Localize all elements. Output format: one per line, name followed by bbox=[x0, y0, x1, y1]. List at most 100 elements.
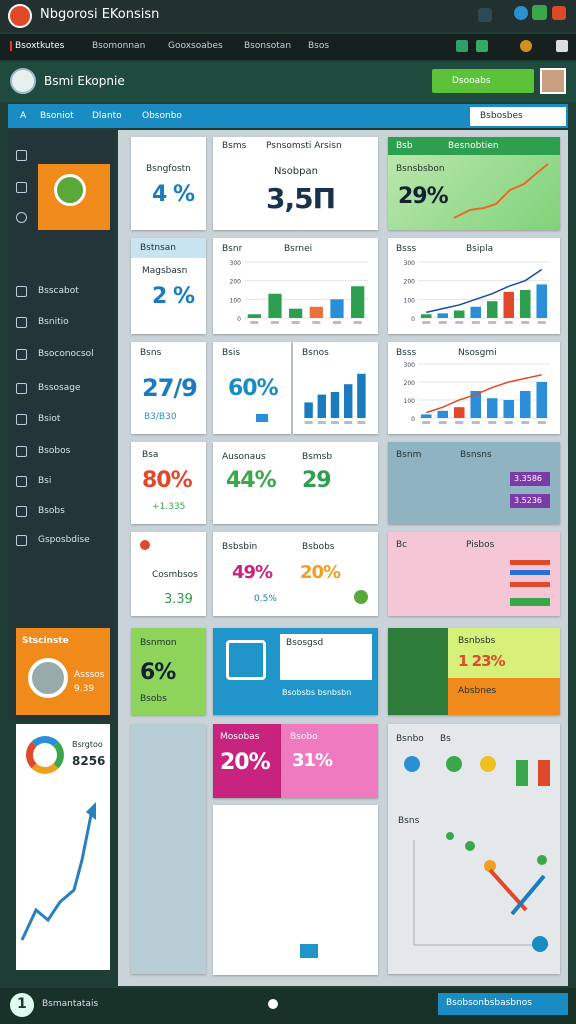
y-tick-label: 300 bbox=[404, 260, 416, 267]
x-tick bbox=[344, 421, 353, 424]
tile-label: B3/B30 bbox=[144, 412, 177, 422]
nav-item[interactable]: Bsomonnan bbox=[92, 41, 146, 51]
tile-title: Cosmbsos bbox=[152, 570, 198, 580]
promo-icon bbox=[28, 658, 68, 698]
search-box[interactable] bbox=[470, 107, 566, 126]
icon bbox=[538, 760, 550, 786]
x-tick bbox=[422, 321, 431, 324]
icon bbox=[16, 212, 27, 223]
bar bbox=[453, 310, 465, 318]
y-tick-label: 100 bbox=[404, 398, 416, 405]
tile-subtitle: Pisbos bbox=[466, 540, 495, 550]
bar-chart: 0 100 200 300 bbox=[404, 362, 550, 424]
icon bbox=[16, 286, 27, 297]
tab[interactable]: Bsoniot bbox=[40, 111, 74, 121]
tile bbox=[281, 724, 378, 798]
decoration bbox=[537, 855, 547, 865]
decoration bbox=[510, 874, 546, 916]
button-label[interactable]: Bsobsonbsbasbnos bbox=[446, 998, 532, 1008]
tile-value: 3.39 bbox=[164, 592, 193, 607]
x-tick bbox=[331, 421, 339, 424]
tile-subtitle: Bsbobs bbox=[302, 542, 335, 552]
tile-title: Mosobas bbox=[220, 732, 260, 742]
user-photo bbox=[540, 68, 566, 94]
tab[interactable]: Obsonbo bbox=[142, 111, 182, 121]
bar-chart bbox=[304, 373, 366, 424]
icon bbox=[16, 349, 27, 360]
nav-item[interactable]: Bsonsotan bbox=[244, 41, 292, 51]
x-tick bbox=[271, 321, 279, 324]
tile-band bbox=[448, 678, 560, 715]
search-placeholder[interactable]: Bsbosbes bbox=[480, 111, 523, 121]
menu-item[interactable]: Bsscabot bbox=[38, 286, 79, 296]
menu-item[interactable]: Bsoconocsol bbox=[38, 349, 94, 359]
footer-button[interactable] bbox=[438, 993, 568, 1015]
y-tick-label: 0 bbox=[237, 316, 241, 323]
tile-label: Nsobpan bbox=[274, 166, 318, 177]
bar bbox=[519, 391, 531, 418]
icon bbox=[404, 756, 420, 772]
box-icon bbox=[226, 640, 266, 680]
tile bbox=[131, 442, 206, 524]
bar bbox=[330, 299, 344, 318]
button-label[interactable]: Dsooabs bbox=[452, 76, 491, 86]
y-tick-label: 0 bbox=[411, 416, 415, 423]
x-tick bbox=[353, 321, 362, 324]
icon bbox=[552, 6, 566, 20]
bar bbox=[268, 293, 282, 318]
avatar bbox=[10, 68, 36, 94]
bar-chart: 0 100 200 300 bbox=[404, 260, 550, 324]
tile-title: Bsnr bbox=[222, 244, 243, 254]
tile-value: 60% bbox=[228, 376, 279, 401]
bar bbox=[519, 290, 531, 318]
y-tick-label: 0 bbox=[411, 316, 415, 323]
x-tick bbox=[250, 321, 259, 324]
icon bbox=[354, 590, 368, 604]
tile-header bbox=[388, 137, 560, 155]
nav-item[interactable]: Bsos bbox=[308, 41, 330, 51]
bar bbox=[309, 306, 323, 318]
menu-item[interactable]: Bsnitio bbox=[38, 317, 69, 327]
x-tick bbox=[471, 421, 480, 424]
badge bbox=[510, 494, 550, 508]
menu-item[interactable]: Bsobos bbox=[38, 446, 71, 456]
tab[interactable]: Dlanto bbox=[92, 111, 122, 121]
bar bbox=[437, 410, 449, 418]
tile-value: 29% bbox=[398, 184, 449, 209]
menu-item[interactable]: Bsiot bbox=[38, 414, 61, 424]
tile-title: Bsosgsd bbox=[286, 638, 324, 648]
menu-item[interactable]: Bssosage bbox=[38, 383, 81, 393]
tile-label: Bsobs bbox=[140, 694, 167, 704]
tile bbox=[213, 532, 378, 616]
tile-title: Bsnm bbox=[396, 450, 422, 460]
bar bbox=[470, 306, 482, 318]
bar bbox=[343, 384, 353, 418]
y-tick-label: 300 bbox=[230, 260, 242, 267]
tile-value: 27/9 bbox=[142, 374, 198, 402]
app-title: Nbgorosi EKonsisn bbox=[40, 7, 160, 22]
nav-item[interactable]: Bsoxtkutes bbox=[10, 41, 64, 51]
menu-item[interactable]: Bsi bbox=[38, 476, 52, 486]
bar bbox=[503, 400, 515, 418]
bar bbox=[247, 314, 261, 318]
tile bbox=[213, 137, 378, 230]
action-button[interactable] bbox=[432, 69, 534, 93]
x-tick bbox=[438, 421, 447, 424]
stripe bbox=[510, 560, 550, 565]
tile-value: 1 23% bbox=[458, 652, 506, 670]
x-tick bbox=[317, 421, 326, 424]
tile-label: Bsns bbox=[398, 816, 420, 826]
tile-value: 29 bbox=[302, 468, 332, 493]
menu-item[interactable]: Bsobs bbox=[38, 506, 65, 516]
icon bbox=[16, 506, 27, 517]
x-tick bbox=[471, 321, 480, 324]
tile-title: Bsbsbin bbox=[222, 542, 258, 552]
nav-item[interactable]: Gooxsoabes bbox=[168, 41, 223, 51]
tab[interactable]: A bbox=[20, 111, 27, 121]
tile-value: 80% bbox=[142, 468, 193, 493]
y-tick-label: 100 bbox=[404, 297, 416, 304]
menu-item[interactable]: Gsposbdise bbox=[38, 535, 90, 545]
tile-subtitle: Bsmsb bbox=[302, 452, 333, 462]
tile-value: 49% bbox=[232, 562, 273, 583]
tile-title: Bsb bbox=[396, 141, 413, 151]
